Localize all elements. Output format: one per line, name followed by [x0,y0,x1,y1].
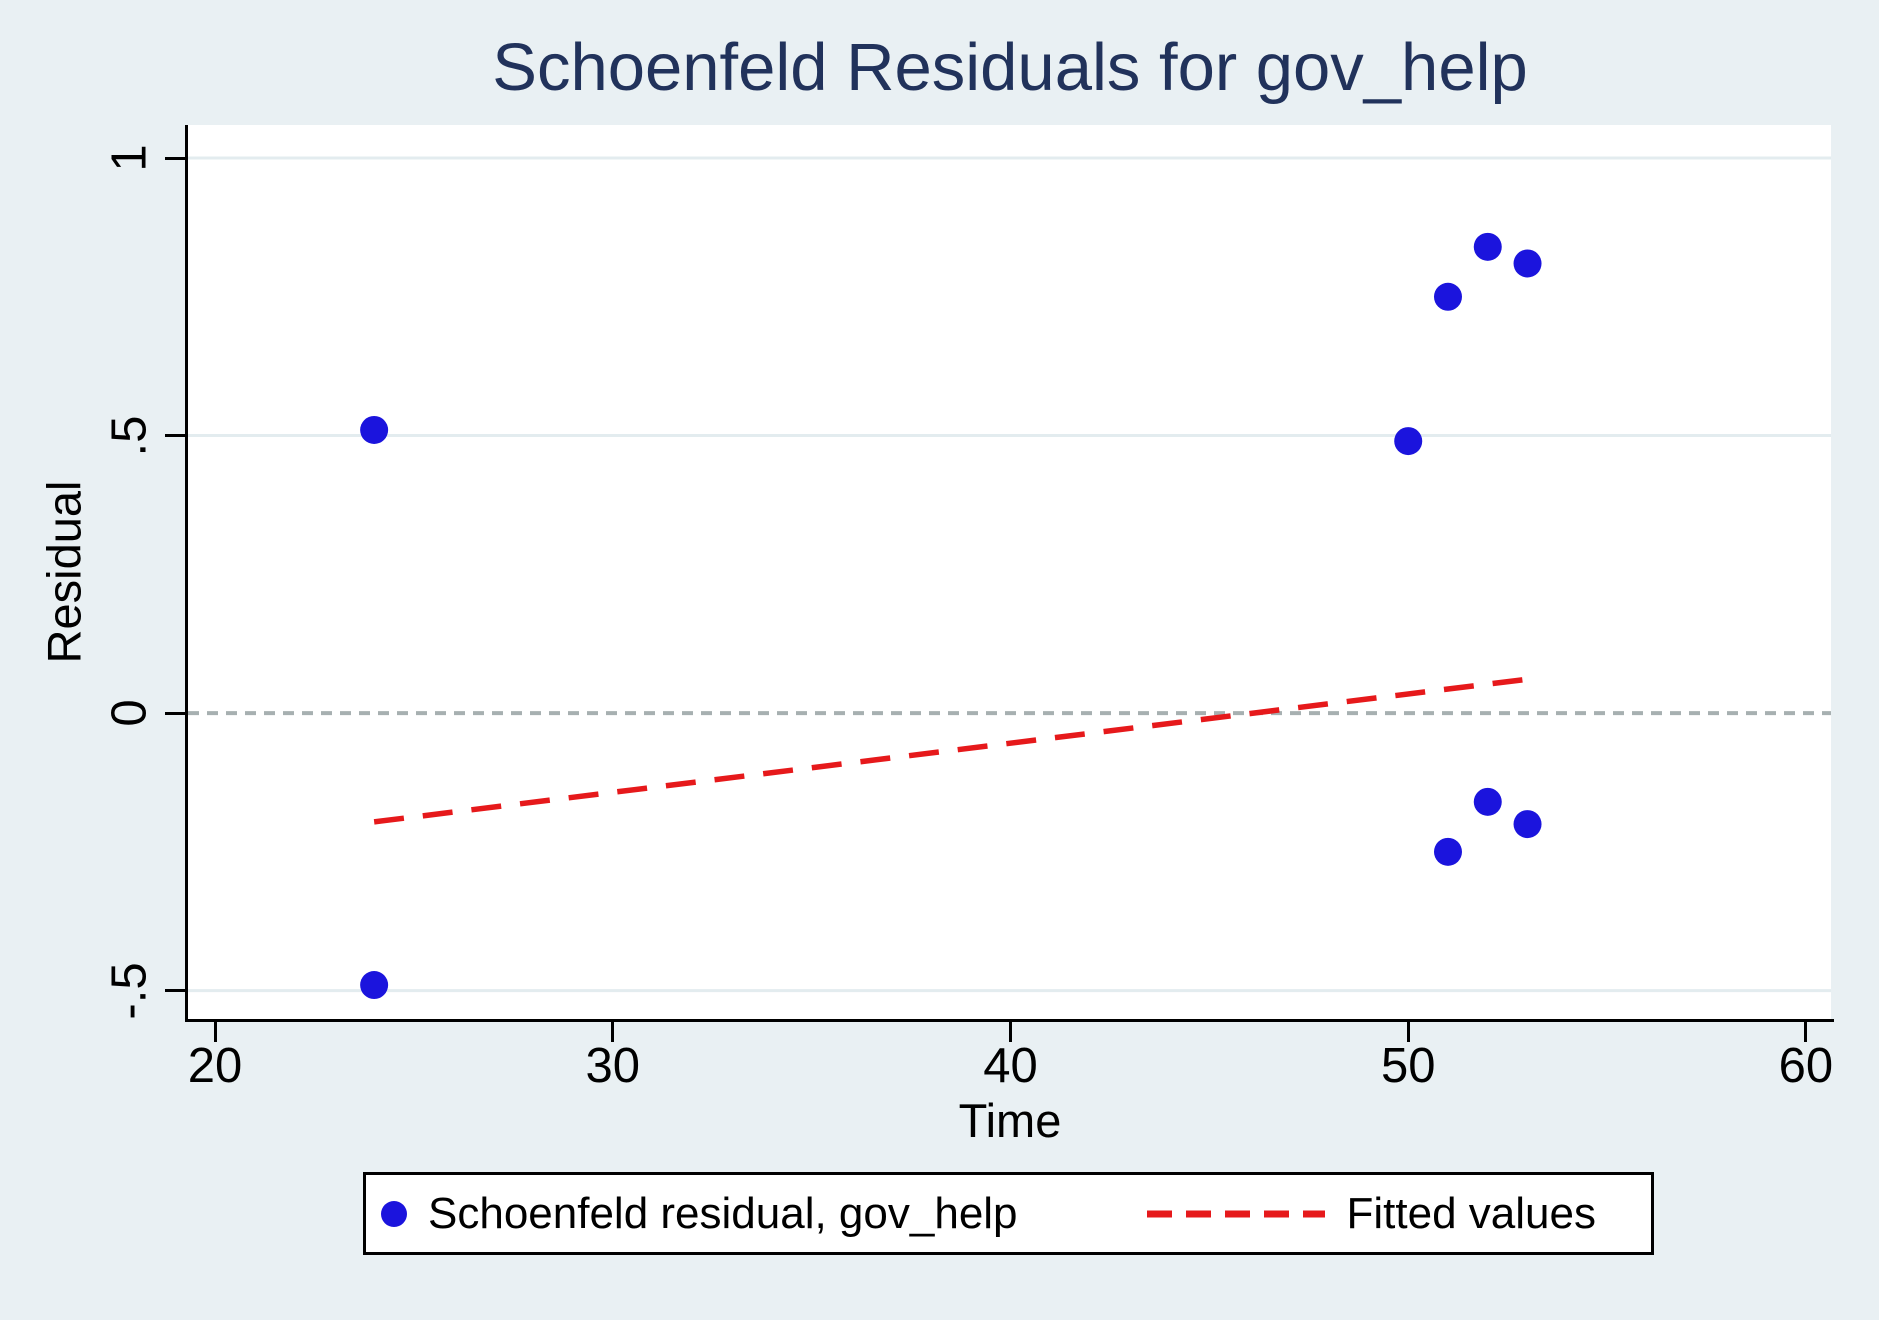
legend-label-residual: Schoenfeld residual, gov_help [428,1188,1018,1238]
scatter-point [360,415,389,444]
x-tick-mark [611,1022,615,1042]
fitted-line-dash-icon [1146,1210,1325,1217]
y-axis-label: Residual [37,480,91,664]
scatter-point [1473,232,1502,261]
scatter-point [1513,249,1542,278]
plot-area [188,125,1831,1020]
y-tick-label: .5 [102,415,157,456]
scatter-point [360,971,389,1000]
x-tick-mark [213,1022,217,1042]
scatter-point [1433,837,1462,866]
x-tick-mark [1406,1022,1410,1042]
x-axis-label: Time [958,1094,1062,1147]
y-tick-mark [165,989,185,993]
legend-label-fitted: Fitted values [1346,1188,1596,1238]
y-axis-line [185,125,188,1022]
chart-title: Schoenfeld Residuals for gov_help [492,30,1528,105]
x-tick-label: 50 [1380,1039,1436,1093]
x-tick-mark [1804,1022,1808,1042]
x-tick-label: 20 [187,1039,243,1093]
x-axis-line [185,1019,1834,1022]
y-tick-mark [165,434,185,438]
y-tick-label: 0 [102,699,157,727]
scatter-point [1433,282,1462,311]
scatter-point [1473,787,1502,816]
y-tick-mark [165,711,185,715]
x-tick-label: 60 [1778,1039,1834,1093]
y-tick-label: 1 [102,144,157,172]
legend: Schoenfeld residual, gov_help Fitted val… [363,1172,1654,1255]
fitted-line [373,676,1528,825]
scatter-point [1394,427,1423,456]
scatter-point [1513,810,1542,839]
plot-canvas [188,156,1831,1000]
x-tick-label: 30 [585,1039,641,1093]
y-tick-mark [165,156,185,160]
x-tick-label: 40 [983,1039,1038,1093]
y-tick-label: -.5 [102,961,157,1020]
x-tick-mark [1008,1022,1012,1042]
scatter-marker-icon [381,1200,407,1227]
